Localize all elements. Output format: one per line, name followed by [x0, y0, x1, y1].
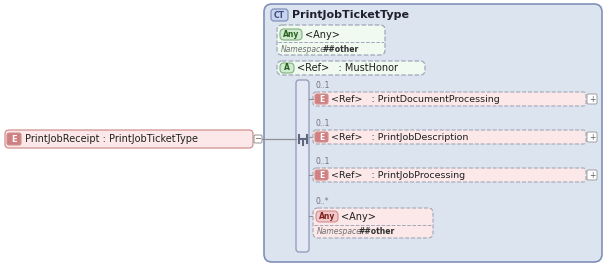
Text: <Any>: <Any> — [341, 212, 376, 222]
Text: 0..1: 0..1 — [315, 119, 330, 128]
FancyBboxPatch shape — [264, 4, 602, 262]
Text: Namespace: Namespace — [317, 227, 362, 236]
FancyBboxPatch shape — [315, 94, 328, 104]
FancyBboxPatch shape — [277, 25, 385, 55]
Text: PrintJobReceipt : PrintJobTicketType: PrintJobReceipt : PrintJobTicketType — [25, 134, 198, 144]
Text: ##other: ##other — [322, 44, 358, 53]
FancyBboxPatch shape — [313, 208, 433, 238]
Text: E: E — [319, 94, 324, 103]
Text: Namespace: Namespace — [281, 44, 326, 53]
Text: ##other: ##other — [358, 227, 395, 236]
Text: <Ref>   : MustHonor: <Ref> : MustHonor — [297, 63, 398, 73]
FancyBboxPatch shape — [7, 133, 21, 145]
FancyBboxPatch shape — [587, 170, 597, 180]
Text: Any: Any — [283, 30, 299, 39]
FancyBboxPatch shape — [271, 9, 288, 21]
Text: 0..*: 0..* — [315, 197, 328, 206]
FancyBboxPatch shape — [313, 168, 586, 182]
Text: PrintJobTicketType: PrintJobTicketType — [292, 10, 409, 20]
FancyBboxPatch shape — [587, 132, 597, 142]
Text: +: + — [589, 94, 595, 103]
FancyBboxPatch shape — [315, 170, 328, 180]
Text: <Ref>   : PrintDocumentProcessing: <Ref> : PrintDocumentProcessing — [331, 94, 500, 103]
FancyBboxPatch shape — [280, 63, 294, 73]
FancyBboxPatch shape — [587, 94, 597, 104]
FancyBboxPatch shape — [313, 130, 586, 144]
FancyBboxPatch shape — [315, 132, 328, 142]
Text: A: A — [284, 64, 290, 73]
Text: E: E — [319, 132, 324, 142]
FancyBboxPatch shape — [280, 29, 302, 40]
Text: +: + — [589, 132, 595, 142]
Text: 0..1: 0..1 — [315, 157, 330, 166]
FancyBboxPatch shape — [296, 80, 309, 252]
Text: +: + — [589, 171, 595, 180]
Text: CT: CT — [274, 10, 285, 19]
Text: <Ref>   : PrintJobDescription: <Ref> : PrintJobDescription — [331, 132, 469, 142]
FancyBboxPatch shape — [313, 92, 586, 106]
Text: −: − — [254, 135, 262, 143]
Text: <Ref>   : PrintJobProcessing: <Ref> : PrintJobProcessing — [331, 171, 465, 180]
Text: <Any>: <Any> — [305, 30, 340, 40]
Text: 0..1: 0..1 — [315, 81, 330, 90]
FancyBboxPatch shape — [5, 130, 253, 148]
FancyBboxPatch shape — [277, 61, 425, 75]
Text: E: E — [319, 171, 324, 180]
Text: Any: Any — [319, 212, 335, 221]
FancyBboxPatch shape — [254, 135, 262, 143]
Text: E: E — [11, 135, 17, 143]
FancyBboxPatch shape — [316, 211, 338, 222]
